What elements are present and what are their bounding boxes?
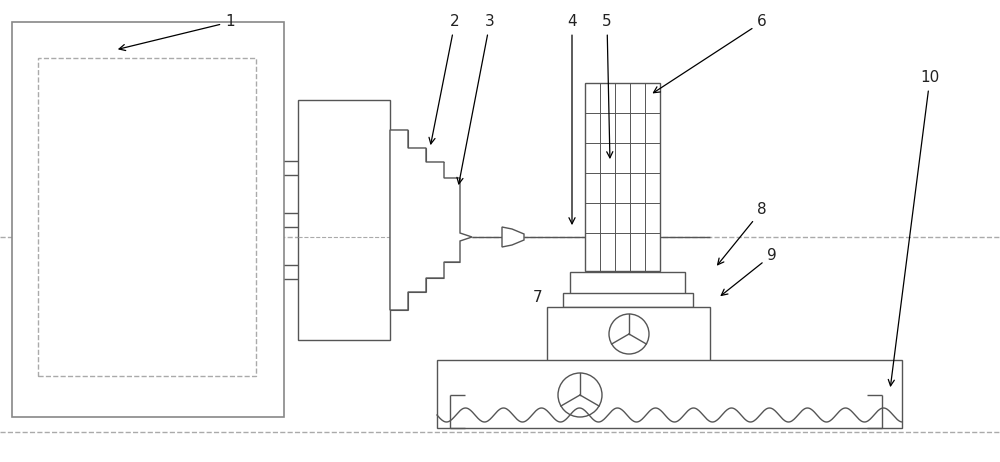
- Text: 2: 2: [429, 14, 460, 144]
- Bar: [437, 360, 902, 428]
- Bar: [570, 272, 685, 294]
- Text: 1: 1: [119, 14, 235, 50]
- Text: 4: 4: [567, 14, 577, 224]
- Bar: [298, 100, 390, 340]
- Text: 3: 3: [457, 14, 495, 184]
- Bar: [563, 293, 693, 307]
- Text: 5: 5: [602, 14, 613, 158]
- Bar: [12, 22, 284, 417]
- Polygon shape: [390, 130, 472, 310]
- Bar: [38, 58, 256, 376]
- Polygon shape: [502, 227, 524, 247]
- Bar: [585, 83, 660, 271]
- Text: 7: 7: [533, 291, 543, 305]
- Bar: [547, 307, 710, 362]
- Text: 6: 6: [653, 14, 767, 93]
- Text: 8: 8: [718, 202, 767, 265]
- Text: 10: 10: [888, 71, 940, 386]
- Text: 9: 9: [721, 248, 777, 295]
